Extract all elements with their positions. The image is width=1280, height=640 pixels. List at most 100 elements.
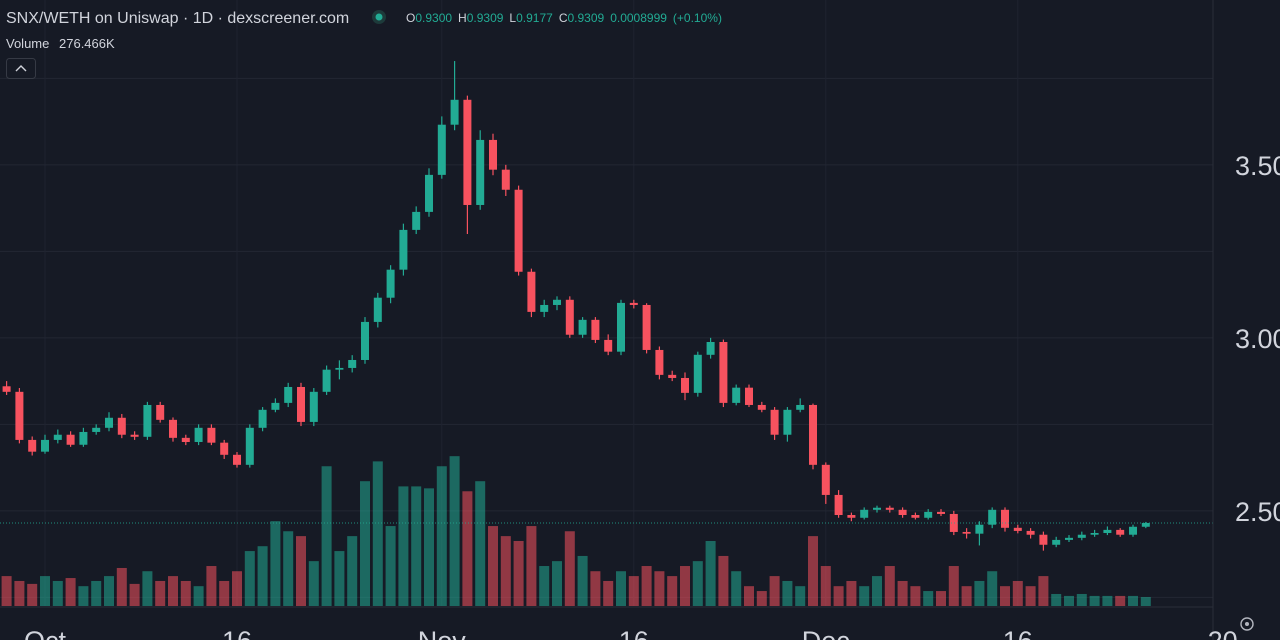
candle-body bbox=[1103, 529, 1112, 533]
candle-body bbox=[66, 434, 75, 445]
y-tick-label: 2.50 bbox=[1235, 497, 1280, 527]
volume-bar bbox=[910, 586, 921, 606]
candle-body bbox=[1026, 530, 1035, 535]
candle-body bbox=[885, 507, 894, 510]
candle-body bbox=[617, 302, 625, 352]
volume-bar bbox=[1089, 595, 1100, 606]
volume-bar bbox=[1051, 593, 1062, 606]
volume-bar bbox=[398, 486, 409, 606]
candle-body bbox=[194, 427, 203, 442]
candle-body bbox=[591, 319, 600, 340]
candle-body bbox=[1116, 529, 1125, 535]
legend-key: L bbox=[509, 11, 516, 25]
status-dot bbox=[375, 13, 383, 21]
volume-bar bbox=[180, 580, 191, 606]
volume-bar bbox=[270, 521, 281, 606]
candles bbox=[0, 61, 1213, 551]
x-tick-label: 16 bbox=[222, 626, 252, 640]
volume-title: Volume bbox=[6, 36, 49, 51]
candle-body bbox=[79, 431, 88, 445]
candle-body bbox=[1039, 534, 1048, 545]
candle-body bbox=[949, 513, 958, 532]
volume-bar bbox=[897, 580, 908, 606]
volume-bar bbox=[961, 586, 972, 606]
candle-body bbox=[1052, 539, 1061, 545]
candle-body bbox=[719, 341, 728, 403]
candle-body bbox=[1065, 537, 1073, 540]
candle-body bbox=[681, 377, 689, 393]
candle-body bbox=[578, 319, 587, 335]
candle-body bbox=[105, 417, 113, 428]
volume-bar bbox=[219, 580, 230, 606]
candle-body bbox=[181, 437, 190, 442]
collapse-icon bbox=[15, 65, 27, 72]
legend-key: O bbox=[406, 11, 415, 25]
volume-bar bbox=[52, 580, 63, 606]
candle-body bbox=[92, 427, 101, 432]
candle-body bbox=[796, 404, 805, 410]
volume-bar bbox=[820, 566, 831, 606]
volume-bar bbox=[475, 481, 486, 606]
volume-bar bbox=[552, 561, 562, 606]
candle-body bbox=[540, 304, 549, 312]
volume-bar bbox=[372, 461, 383, 606]
candle-body bbox=[245, 427, 254, 465]
volume-bar bbox=[705, 541, 716, 606]
volume-bar bbox=[680, 566, 690, 606]
candle-body bbox=[117, 417, 126, 435]
volume-bar bbox=[731, 571, 742, 606]
volume-bar bbox=[65, 578, 76, 606]
volume-bar bbox=[923, 591, 934, 606]
candle-body bbox=[527, 271, 536, 312]
collapse-button[interactable] bbox=[6, 58, 36, 79]
grid bbox=[0, 0, 1213, 606]
candle-body bbox=[437, 124, 446, 175]
candle-body bbox=[322, 369, 331, 392]
candle-body bbox=[297, 386, 305, 422]
volume-bar bbox=[91, 580, 102, 606]
volume-bar bbox=[1025, 586, 1036, 606]
candle-body bbox=[220, 442, 229, 455]
volume-bar bbox=[347, 536, 358, 606]
candle-body bbox=[706, 341, 715, 355]
volume-bar bbox=[795, 586, 806, 606]
volume-bar bbox=[718, 555, 729, 606]
volume-bar bbox=[1000, 586, 1010, 606]
volume-bar bbox=[244, 551, 255, 606]
candle-body bbox=[821, 464, 830, 495]
volume-bar bbox=[104, 576, 114, 606]
settings-icon[interactable] bbox=[1240, 617, 1254, 631]
volume-bar bbox=[411, 486, 422, 606]
volume-bar bbox=[500, 536, 511, 606]
settings-ring bbox=[1240, 617, 1254, 631]
volume-pane bbox=[1, 456, 1151, 606]
y-tick-label: 3.50 bbox=[1235, 151, 1280, 181]
volume-bar bbox=[27, 583, 38, 606]
volume-bar bbox=[987, 571, 998, 606]
x-tick-label: Dec bbox=[802, 626, 850, 640]
volume-bar bbox=[641, 566, 652, 606]
volume-bar bbox=[948, 566, 959, 606]
chart-title: SNX/WETH on Uniswap · 1D · dexscreener.c… bbox=[6, 10, 349, 27]
volume-bar bbox=[193, 586, 204, 606]
volume-bar bbox=[206, 566, 217, 606]
candle-body bbox=[207, 427, 216, 443]
volume-bar bbox=[564, 531, 575, 606]
volume-bar bbox=[78, 586, 89, 606]
volume-bar bbox=[424, 488, 434, 606]
legend-value: 0.9177 bbox=[516, 11, 553, 25]
volume-bar bbox=[116, 567, 127, 606]
volume-bar bbox=[1102, 595, 1113, 606]
volume-bar bbox=[808, 536, 818, 606]
volume-bar bbox=[436, 466, 447, 606]
candle-body bbox=[873, 507, 881, 510]
volume-bar bbox=[462, 491, 473, 606]
volume-bar bbox=[155, 580, 166, 606]
x-tick-label: Oct bbox=[24, 626, 67, 640]
candle-body bbox=[41, 439, 49, 452]
volume-bar bbox=[1, 576, 12, 606]
volume-bar bbox=[488, 526, 498, 606]
volume-bar bbox=[859, 586, 870, 606]
volume-bar bbox=[769, 576, 780, 606]
candle-body bbox=[924, 511, 933, 518]
